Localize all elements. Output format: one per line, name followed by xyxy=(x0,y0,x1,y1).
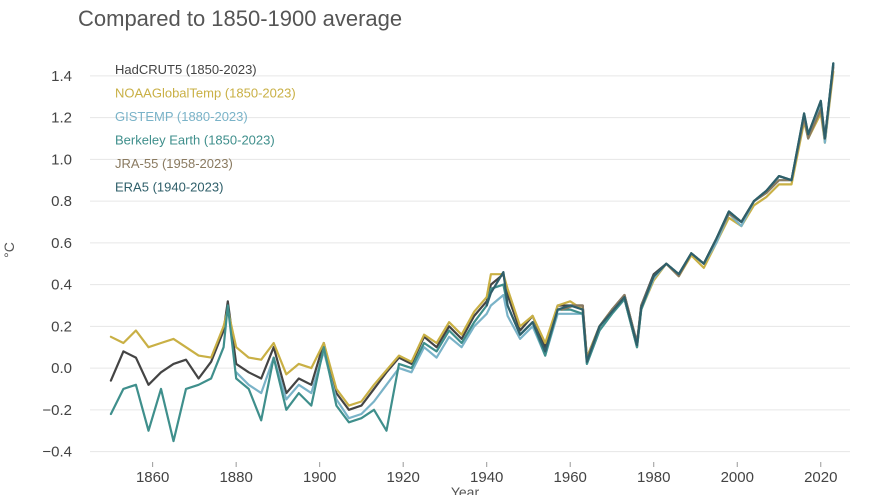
x-axis-ticks: 1860 1880 1900 1920 1940 1960 1980 2000 2020 xyxy=(136,462,837,486)
y-tick-label: 0.4 xyxy=(51,277,72,294)
chart-subtitle: Compared to 1850-1900 average xyxy=(78,6,403,31)
grid-lines xyxy=(90,75,850,453)
x-axis-label: Year xyxy=(451,484,480,495)
y-axis-label: °C xyxy=(1,242,17,258)
y-tick-label: 0.0 xyxy=(51,360,72,377)
series-lines xyxy=(109,62,835,443)
legend-entry: ERA5 (1940-2023) xyxy=(115,180,223,195)
y-tick-label: 0.6 xyxy=(51,235,72,252)
x-tick-label: 1980 xyxy=(637,469,670,486)
y-tick-label: −0.2 xyxy=(42,402,72,419)
legend-entry: JRA-55 (1958-2023) xyxy=(115,156,233,171)
y-tick-label: 1.2 xyxy=(51,110,72,127)
legend-entry: GISTEMP (1880-2023) xyxy=(115,109,248,124)
y-tick-label: −0.4 xyxy=(42,444,72,461)
legend-entry: Berkeley Earth (1850-2023) xyxy=(115,133,275,148)
x-tick-label: 1880 xyxy=(219,469,252,486)
x-tick-label: 2000 xyxy=(721,469,754,486)
y-tick-label: 0.8 xyxy=(51,193,72,210)
x-tick-label: 2020 xyxy=(804,469,837,486)
x-tick-label: 1900 xyxy=(303,469,336,486)
x-tick-label: 1920 xyxy=(386,469,419,486)
series-line xyxy=(235,64,835,420)
series-line xyxy=(485,62,835,363)
y-tick-label: 1.4 xyxy=(51,68,72,85)
x-tick-label: 1960 xyxy=(554,469,587,486)
y-tick-label: 1.0 xyxy=(51,151,72,168)
x-tick-label: 1940 xyxy=(470,469,503,486)
legend-entry: HadCRUT5 (1850-2023) xyxy=(115,62,257,77)
y-tick-label: 0.2 xyxy=(51,318,72,335)
y-axis-ticks: −0.4 −0.2 0.0 0.2 0.4 0.6 0.8 1.0 1.2 1.4 xyxy=(42,68,72,461)
x-tick-label: 1860 xyxy=(136,469,169,486)
series-line xyxy=(560,66,835,361)
legend: HadCRUT5 (1850-2023) NOAAGlobalTemp (1850… xyxy=(115,62,296,195)
legend-entry: NOAAGlobalTemp (1850-2023) xyxy=(115,86,296,101)
